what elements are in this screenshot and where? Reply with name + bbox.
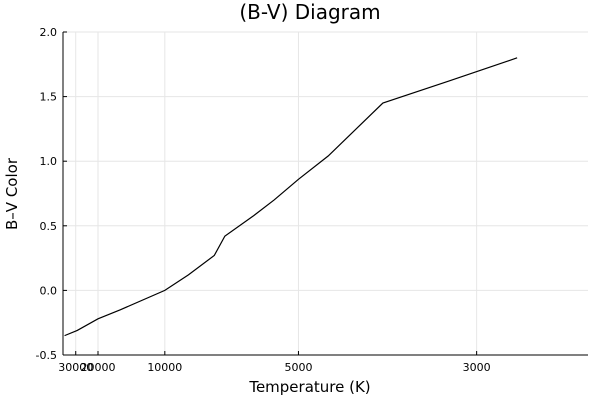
y-tick-label-0: -0.5	[36, 349, 57, 362]
y-tick-label-2: 0.5	[40, 220, 58, 233]
axes	[62, 31, 588, 356]
x-axis-title: Temperature (K)	[248, 378, 370, 396]
x-tick-label-1: 20000	[81, 361, 116, 374]
series	[64, 57, 518, 337]
x-tick-label-2: 10000	[147, 361, 182, 374]
y-tick-label-1: 0.0	[40, 284, 58, 297]
grid	[63, 31, 588, 356]
y-tick-label-4: 1.5	[40, 91, 58, 104]
y-tick-label-5: 2.0	[40, 26, 58, 39]
x-tick-label-0: 30000	[58, 361, 93, 374]
y-tick-label-3: 1.0	[40, 155, 58, 168]
x-tick-label-4: 3000	[463, 361, 491, 374]
chart-title: (B-V) Diagram	[239, 0, 380, 24]
y-axis-title: B–V Color	[3, 157, 21, 230]
x-tick-label-3: 5000	[284, 361, 312, 374]
series-line-0	[64, 57, 518, 337]
